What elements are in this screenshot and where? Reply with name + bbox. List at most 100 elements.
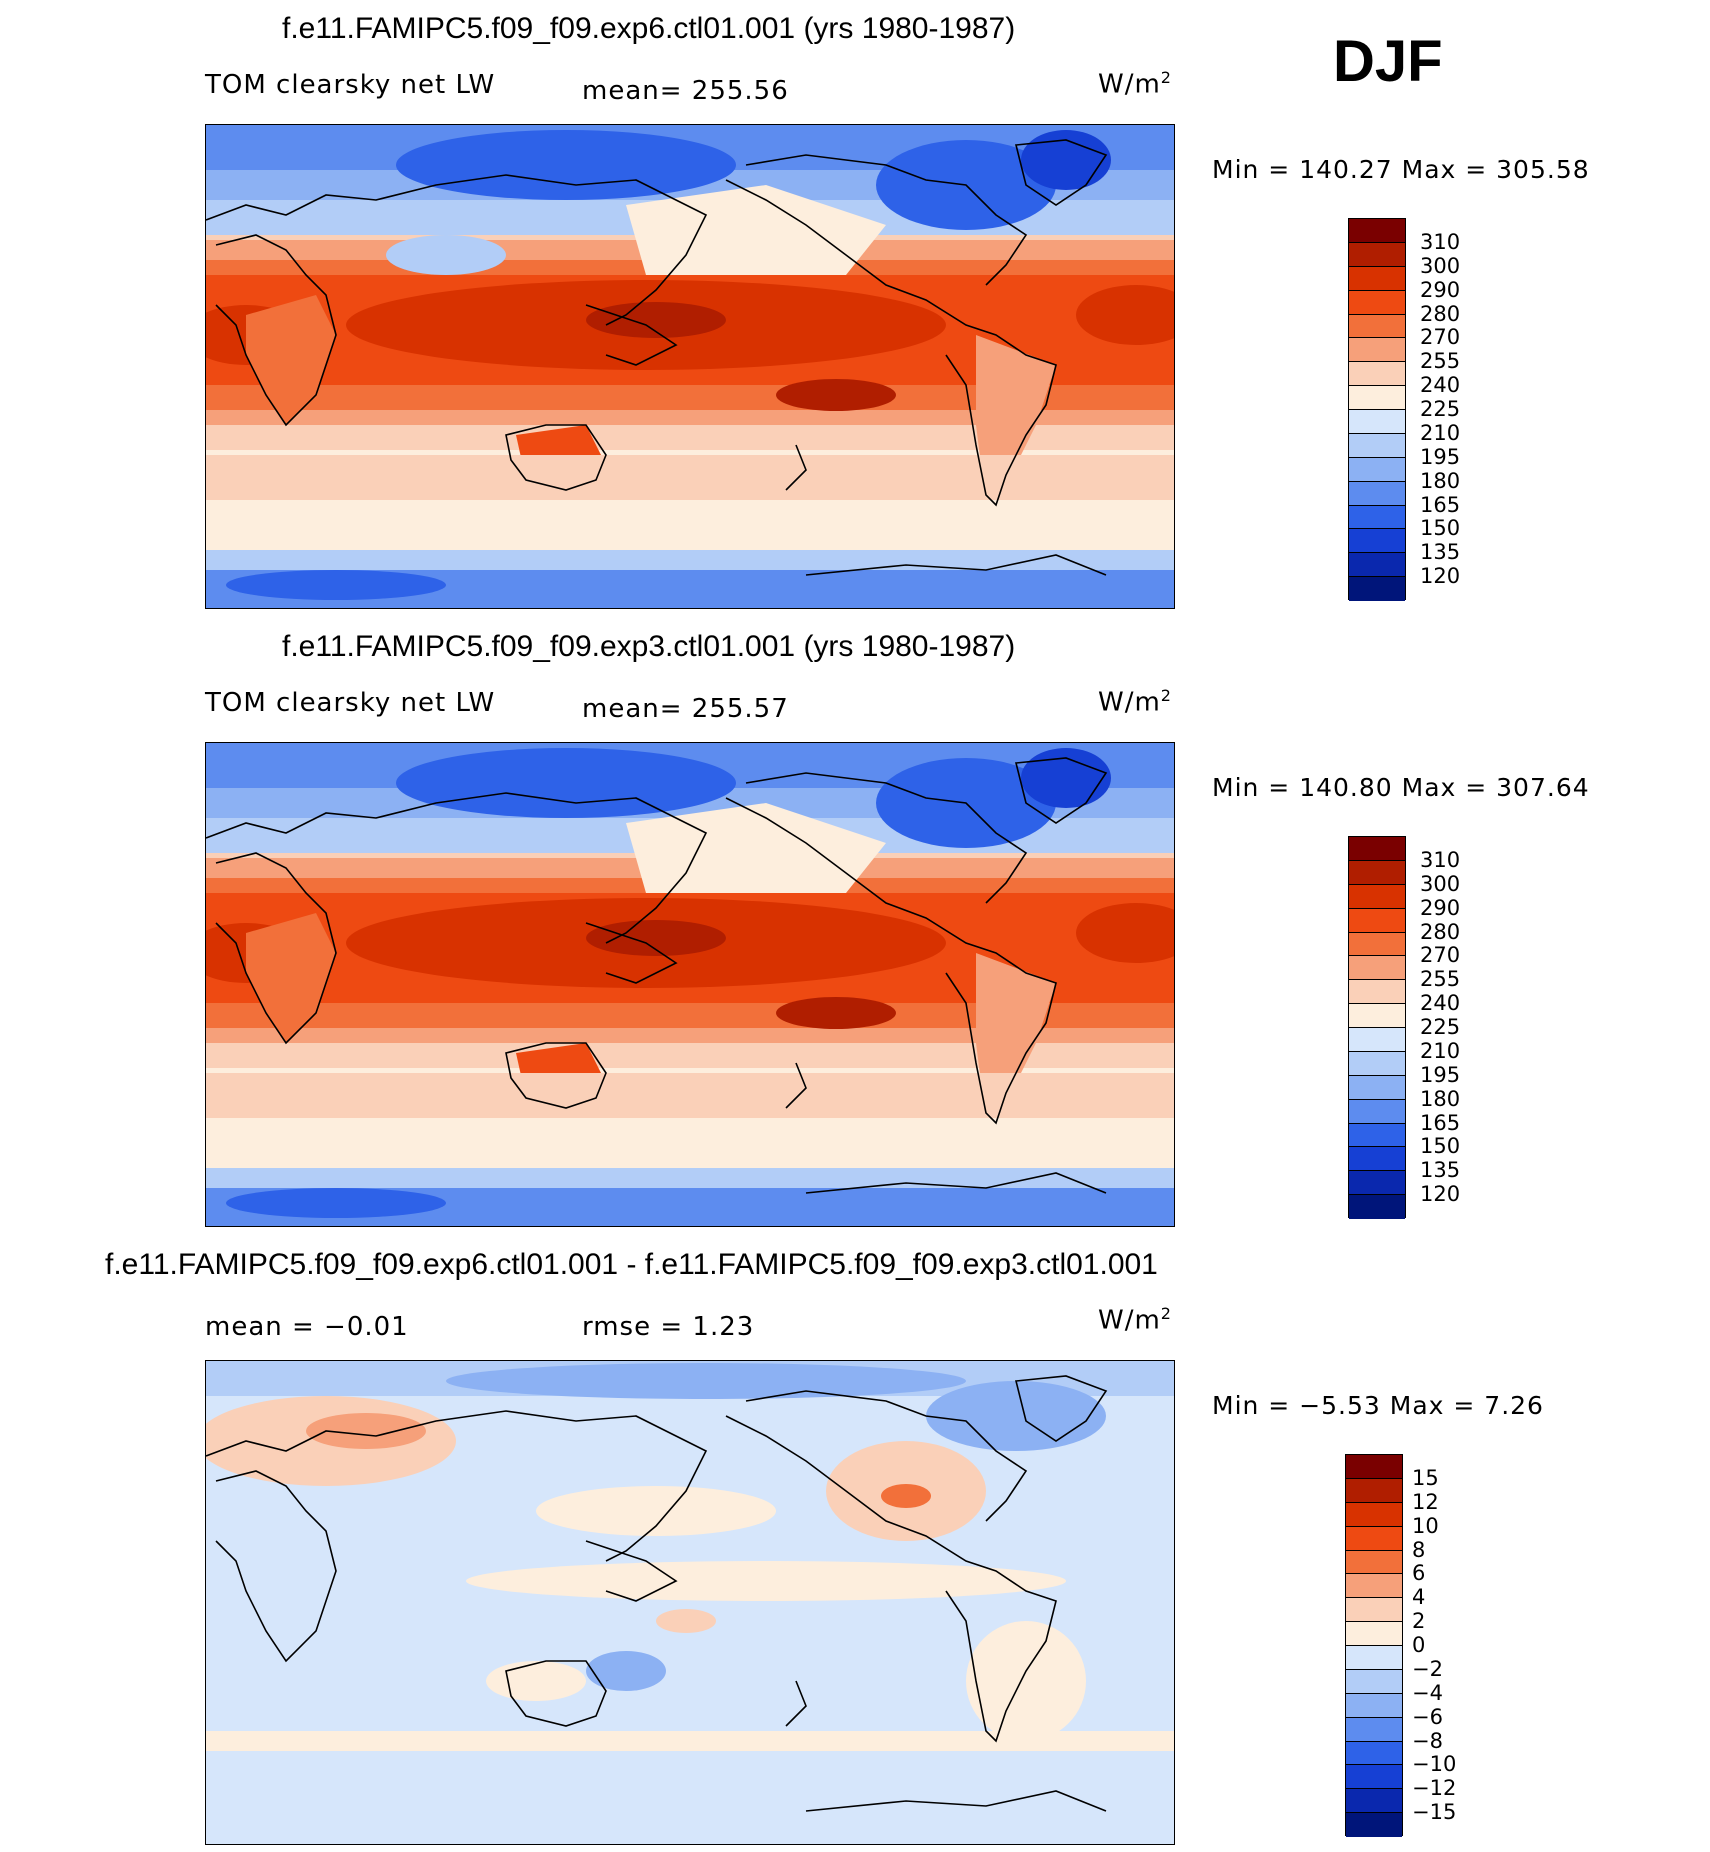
colorbar-tick-label: −4 xyxy=(1412,1680,1443,1705)
colorbar-tick-label: −8 xyxy=(1412,1728,1443,1753)
colorbar-tick-label: 120 xyxy=(1420,1182,1461,1207)
colorbar-swatch xyxy=(1346,1502,1402,1527)
colorbar-swatch xyxy=(1349,884,1405,909)
colorbar-swatch xyxy=(1346,1526,1402,1551)
colorbar-tick-label: 280 xyxy=(1420,301,1461,326)
colorbar-swatch xyxy=(1349,1075,1405,1100)
colorbar-swatch xyxy=(1349,1028,1405,1052)
colorbar-swatch xyxy=(1346,1717,1402,1742)
panel-1-colorbar-labels: 310 300 290 280 270 255 240 225 210 195 180 165 150 1… xyxy=(1420,218,1500,600)
colorbar-swatch xyxy=(1349,338,1405,363)
colorbar-swatch xyxy=(1349,529,1405,554)
colorbar-swatch xyxy=(1346,1646,1402,1670)
panel-3-map xyxy=(205,1360,1175,1845)
colorbar-swatch xyxy=(1349,1099,1405,1124)
panel-3-colorbar-labels: 15 12 10 8 6 4 2 0 −2 −4 −6 −8 −10 −12 −15 xyxy=(1412,1454,1492,1836)
colorbar-tick-label: 150 xyxy=(1420,516,1461,541)
panel-3-rmse: rmse = 1.23 xyxy=(582,1312,755,1342)
colorbar-swatch xyxy=(1349,1004,1405,1028)
colorbar-tick-label: 165 xyxy=(1420,1110,1461,1135)
colorbar-swatch xyxy=(1349,1171,1405,1196)
colorbar-swatch xyxy=(1346,1693,1402,1718)
panel-2-colorbar xyxy=(1348,836,1406,1219)
colorbar-swatch xyxy=(1349,956,1405,981)
colorbar-tick-label: 270 xyxy=(1420,943,1461,968)
colorbar-tick-label: 240 xyxy=(1420,991,1461,1016)
panel-1-variable-label: TOM clearsky net LW xyxy=(205,70,496,100)
colorbar-swatch xyxy=(1346,1455,1402,1479)
colorbar-tick-label: 120 xyxy=(1420,564,1461,589)
colorbar-tick-label: 210 xyxy=(1420,1038,1461,1063)
colorbar-tick-label: 225 xyxy=(1420,397,1461,421)
colorbar-tick-label: −6 xyxy=(1412,1704,1443,1729)
colorbar-tick-label: 6 xyxy=(1412,1561,1426,1586)
colorbar-tick-label: 300 xyxy=(1420,871,1461,896)
panel-2-title: f.e11.FAMIPC5.f09_f09.exp3.ctl01.001 (yr… xyxy=(282,630,1016,663)
colorbar-tick-label: 300 xyxy=(1420,253,1461,278)
colorbar-swatch xyxy=(1346,1669,1402,1694)
colorbar-swatch xyxy=(1349,860,1405,885)
panel-3-minmax: Min = −5.53 Max = 7.26 xyxy=(1212,1391,1544,1420)
colorbar-swatch xyxy=(1346,1622,1402,1646)
panel-3-mean: mean = −0.01 xyxy=(205,1312,409,1342)
colorbar-swatch xyxy=(1349,932,1405,957)
colorbar-swatch xyxy=(1349,1195,1405,1219)
colorbar-swatch xyxy=(1349,433,1405,458)
panel-1-map xyxy=(205,124,1175,609)
colorbar-tick-label: 195 xyxy=(1420,444,1461,469)
colorbar-swatch xyxy=(1349,290,1405,315)
colorbar-swatch xyxy=(1349,481,1405,506)
colorbar-tick-label: −2 xyxy=(1412,1656,1443,1681)
colorbar-tick-label: 135 xyxy=(1420,540,1461,565)
colorbar-tick-label: 290 xyxy=(1420,277,1461,302)
colorbar-swatch xyxy=(1349,362,1405,387)
panel-2-units: W/m2 xyxy=(1098,686,1172,718)
colorbar-swatch xyxy=(1349,505,1405,530)
panel-2-variable-label: TOM clearsky net LW xyxy=(205,688,496,718)
colorbar-tick-label: 195 xyxy=(1420,1062,1461,1087)
panel-3-title: f.e11.FAMIPC5.f09_f09.exp6.ctl01.001 - f… xyxy=(105,1248,1158,1281)
colorbar-tick-label: 280 xyxy=(1420,919,1461,944)
colorbar-tick-label: 240 xyxy=(1420,373,1461,398)
colorbar-tick-label: −12 xyxy=(1412,1776,1457,1801)
colorbar-tick-label: −10 xyxy=(1412,1752,1457,1777)
colorbar-swatch xyxy=(1349,553,1405,578)
colorbar-tick-label: 210 xyxy=(1420,420,1461,445)
panel-1-title: f.e11.FAMIPC5.f09_f09.exp6.ctl01.001 (yr… xyxy=(282,12,1016,45)
colorbar-swatch xyxy=(1349,908,1405,933)
panel-3-colorbar xyxy=(1345,1454,1403,1837)
colorbar-tick-label: 0 xyxy=(1412,1633,1426,1657)
colorbar-tick-label: −15 xyxy=(1412,1800,1457,1825)
colorbar-tick-label: 10 xyxy=(1412,1513,1439,1538)
colorbar-swatch xyxy=(1346,1598,1402,1623)
panel-1-units: W/m2 xyxy=(1098,68,1172,100)
colorbar-swatch xyxy=(1349,410,1405,434)
colorbar-tick-label: 290 xyxy=(1420,895,1461,920)
colorbar-tick-label: 310 xyxy=(1420,847,1461,872)
colorbar-tick-label: 180 xyxy=(1420,468,1461,493)
colorbar-swatch xyxy=(1349,1123,1405,1148)
panel-2-map xyxy=(205,742,1175,1227)
panel-1-colorbar xyxy=(1348,218,1406,601)
colorbar-swatch xyxy=(1349,577,1405,601)
colorbar-swatch xyxy=(1346,1574,1402,1599)
season-label: DJF xyxy=(1333,29,1443,94)
colorbar-swatch xyxy=(1349,1051,1405,1076)
colorbar-tick-label: 225 xyxy=(1420,1015,1461,1039)
colorbar-swatch xyxy=(1349,837,1405,861)
colorbar-swatch xyxy=(1349,219,1405,243)
colorbar-swatch xyxy=(1349,314,1405,339)
colorbar-swatch xyxy=(1346,1789,1402,1814)
colorbar-swatch xyxy=(1349,242,1405,267)
colorbar-swatch xyxy=(1346,1478,1402,1503)
panel-2-minmax: Min = 140.80 Max = 307.64 xyxy=(1212,773,1590,802)
colorbar-tick-label: 150 xyxy=(1420,1134,1461,1159)
colorbar-tick-label: 165 xyxy=(1420,492,1461,517)
colorbar-tick-label: 180 xyxy=(1420,1086,1461,1111)
panel-1-mean: mean= 255.56 xyxy=(582,76,789,106)
colorbar-tick-label: 255 xyxy=(1420,967,1461,992)
colorbar-tick-label: 255 xyxy=(1420,349,1461,374)
colorbar-tick-label: 15 xyxy=(1412,1465,1439,1490)
colorbar-swatch xyxy=(1349,386,1405,410)
colorbar-swatch xyxy=(1349,457,1405,482)
